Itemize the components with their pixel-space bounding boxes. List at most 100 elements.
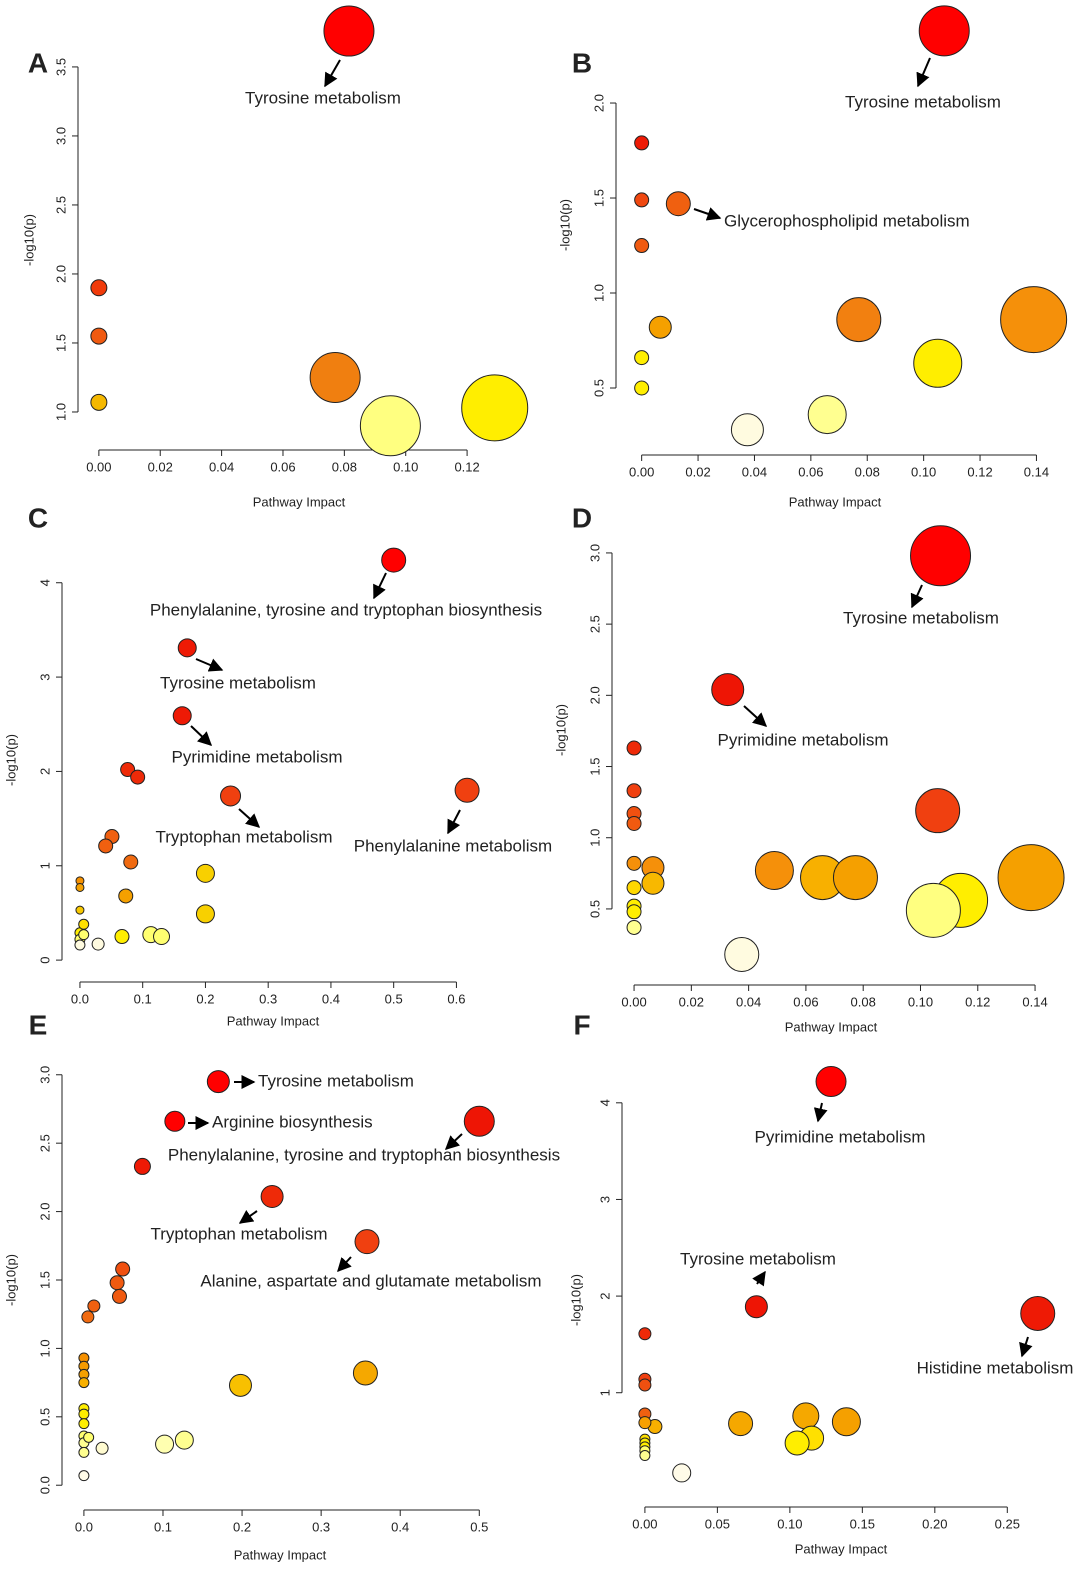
panel: E 0.0 0.5 1.0 1.5 2.0 2.5 3.0 0.0 0.1 0.2 0.3 0.4 0.5…: [3, 1009, 560, 1562]
y-tick-label: 2.5: [53, 196, 68, 214]
bubble: [913, 338, 963, 388]
bubble: [1000, 286, 1068, 354]
x-tick-label: 0.10: [911, 464, 936, 479]
panel-label: D: [572, 502, 592, 533]
annotation: Tyrosine metabolism: [245, 88, 401, 107]
x-tick-label: 0.12: [454, 459, 479, 474]
bubble: [323, 5, 375, 57]
x-tick-label: 0.00: [86, 459, 111, 474]
bubble: [626, 740, 642, 756]
bubble: [78, 1408, 90, 1420]
x-tick-label: 0.08: [855, 464, 880, 479]
bubble: [118, 888, 134, 904]
y-tick-label: 1.0: [37, 1339, 52, 1357]
y-tick-label: 1.5: [53, 334, 68, 352]
bubble: [228, 1373, 252, 1397]
bubble: [626, 855, 642, 871]
y-axis-label: -log10(p): [553, 704, 568, 756]
x-tick-label: 0.14: [1022, 994, 1047, 1009]
panel: D 0.5 1.0 1.5 2.0 2.5 3.0 0.00 0.02 0.04 0.06 0.08 0…: [553, 502, 1065, 1034]
x-axis-label: Pathway Impact: [785, 1019, 878, 1034]
bubble: [78, 929, 90, 941]
y-axis-label: -log10(p): [568, 1274, 583, 1326]
x-tick-label: 0.10: [908, 994, 933, 1009]
annotation: Glycerophospholipid metabolism: [724, 211, 970, 230]
bubble: [153, 928, 171, 946]
x-tick-label: 0.04: [736, 994, 761, 1009]
bubble: [626, 919, 642, 935]
bubble: [634, 135, 650, 151]
annotation: Alanine, aspartate and glutamate metabol…: [200, 1271, 541, 1290]
x-axis-label: Pathway Impact: [253, 494, 346, 509]
panel: C 0 1 2 3 4 0.0 0.1 0.2 0.3 0.4 0.5 0.6 Pathway Impac…: [3, 502, 552, 1028]
panel: F 1 2 3 4 0.00 0.05 0.10 0.15 0.20 0.25 Pathway Imp…: [568, 1009, 1073, 1556]
bubble: [807, 395, 847, 435]
y-axis-label: -log10(p): [3, 734, 18, 786]
x-tick-label: 0.10: [777, 1516, 802, 1531]
annotation-arrow: [195, 658, 224, 672]
bubble: [639, 1450, 651, 1462]
y-tick-label: 2.5: [587, 615, 602, 633]
bubble: [90, 327, 108, 345]
bubble: [730, 413, 764, 447]
x-tick-label: 0.1: [134, 991, 152, 1006]
bubble: [784, 1430, 810, 1456]
annotation: Phenylalanine metabolism: [354, 836, 552, 855]
annotation: Pyrimidine metabolism: [718, 730, 889, 749]
bubble: [638, 1327, 652, 1341]
bubble: [626, 783, 642, 799]
annotation: Tyrosine metabolism: [160, 673, 316, 692]
annotation-arrow: [444, 1133, 463, 1150]
bubble: [638, 1416, 652, 1430]
y-tick-label: 1.5: [587, 757, 602, 775]
x-tick-label: 0.1: [154, 1519, 172, 1534]
annotation-arrow: [813, 1102, 828, 1123]
annotation: Tyrosine metabolism: [843, 608, 999, 627]
bubble: [133, 1157, 151, 1175]
y-tick-label: 1: [597, 1389, 612, 1396]
bubble: [792, 1402, 820, 1430]
annotation-arrow: [752, 1270, 766, 1287]
y-tick-label: 4: [37, 579, 52, 586]
bubble: [78, 1418, 90, 1430]
bubble: [74, 939, 86, 951]
y-tick-label: 1.5: [37, 1271, 52, 1289]
bubble: [997, 844, 1065, 912]
y-tick-label: 1: [37, 862, 52, 869]
bubble: [634, 238, 650, 254]
y-tick-label: 2.0: [591, 94, 606, 112]
panel-label: E: [29, 1009, 48, 1040]
bubble: [634, 380, 650, 396]
bubble: [114, 929, 130, 945]
x-axis-label: Pathway Impact: [795, 1541, 888, 1556]
annotation: Phenylalanine, tyrosine and tryptophan b…: [150, 600, 542, 619]
bubble: [174, 1430, 194, 1450]
bubble: [90, 279, 108, 297]
bubble: [309, 351, 361, 403]
bubble: [75, 882, 85, 892]
y-axis-label: -log10(p): [21, 214, 36, 266]
bubble: [918, 5, 970, 57]
bubble: [115, 1261, 131, 1277]
x-tick-label: 0.25: [995, 1516, 1020, 1531]
x-tick-label: 0.04: [742, 464, 767, 479]
annotation-arrow: [238, 808, 261, 828]
bubble: [98, 838, 114, 854]
bubble: [195, 904, 215, 924]
annotation-arrow: [447, 809, 461, 835]
y-tick-label: 0.5: [591, 379, 606, 397]
bubble: [626, 880, 642, 896]
x-tick-label: 0.04: [209, 459, 234, 474]
bubble: [120, 762, 136, 778]
y-tick-label: 3.0: [587, 544, 602, 562]
annotation-arrow: [743, 705, 768, 727]
bubble: [81, 1310, 95, 1324]
y-tick-label: 4: [597, 1099, 612, 1106]
bubble: [626, 904, 642, 920]
x-tick-label: 0.5: [470, 1519, 488, 1534]
bubble: [90, 393, 108, 411]
annotation: Pyrimidine metabolism: [172, 747, 343, 766]
y-tick-label: 1.5: [591, 189, 606, 207]
annotation-arrow: [1019, 1336, 1033, 1358]
bubble: [728, 1411, 754, 1437]
